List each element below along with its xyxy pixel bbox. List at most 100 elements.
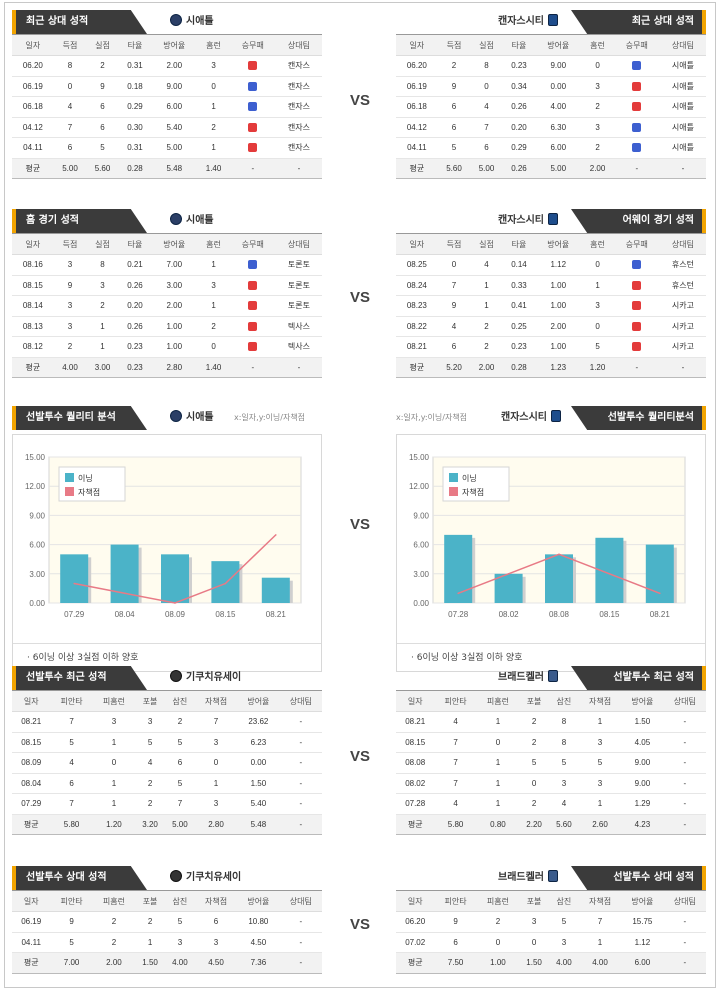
win-badge-icon: [248, 342, 258, 352]
result-cell: [229, 76, 276, 97]
table-cell: 8: [53, 55, 87, 77]
team-logo-icon: [170, 213, 182, 225]
bar-innings: [161, 554, 189, 603]
table-cell: 07.29: [12, 793, 51, 815]
average-cell: -: [229, 158, 276, 179]
table-row: 08.22 4 2 0.25 2.00 0 시카고: [396, 316, 706, 337]
legend-swatch-earned-runs: [449, 487, 458, 496]
table-row: 04.11 5 6 0.29 6.00 2 시애틀: [396, 137, 706, 159]
table-cell: 1: [476, 793, 520, 815]
average-cell: 2.20: [519, 814, 549, 835]
stats-table: 일자 피안타 피홈런 포볼 삼진 자책점 방어율 상대팀 08.21 4 1 2 8 1 1.50-08.1…: [396, 690, 706, 835]
team-logo-icon: [548, 14, 558, 26]
column-header: 자책점: [578, 890, 622, 912]
column-header: 자책점: [194, 890, 238, 912]
table-cell: 0.21: [118, 254, 152, 276]
column-header: 득점: [53, 34, 87, 56]
average-cell: 2.00: [470, 357, 503, 378]
legend-label-earned-runs: 자책점: [462, 487, 484, 497]
table-cell: 04.11: [12, 137, 54, 159]
table-cell: 4: [470, 96, 503, 118]
legend-swatch-innings: [449, 473, 458, 482]
team-label: 기쿠치유세이: [186, 872, 242, 883]
table-cell: 토론토: [275, 254, 322, 276]
table-cell: 8: [470, 55, 503, 77]
section-tab: 최근 상대 성적: [571, 10, 706, 34]
table-cell: 08.08: [396, 752, 435, 774]
table-cell: 1: [581, 275, 614, 296]
table-row: 06.20 9 2 3 5 7 15.75-: [396, 911, 706, 933]
table-cell: 2: [92, 932, 136, 953]
table-cell: 06.20: [396, 911, 435, 933]
section-tab: 선발투수 상대 성적: [12, 866, 147, 890]
table-cell: 3: [197, 55, 230, 77]
x-tick-label: 08.21: [650, 610, 671, 619]
team-logo-icon: [170, 410, 182, 422]
table-cell: 8: [548, 711, 579, 733]
column-header: 삼진: [548, 690, 579, 712]
table-cell: 3: [194, 732, 238, 753]
y-tick-label: 6.00: [413, 541, 429, 550]
table-cell: 9: [50, 911, 93, 933]
table-cell: 6: [86, 96, 119, 118]
table-cell: 7.00: [151, 254, 198, 276]
average-cell: -: [663, 814, 706, 835]
team-label: 캔자스시티: [498, 215, 544, 226]
table-cell: 6: [53, 137, 87, 159]
average-cell: 5.60: [86, 158, 119, 179]
average-cell: 1.50: [519, 952, 549, 974]
section-tab: 선발투수 최근 성적: [12, 666, 147, 690]
table-row: 08.16 3 8 0.21 7.00 1 토론토: [12, 254, 322, 276]
table-cell: 5: [548, 911, 579, 933]
y-tick-label: 12.00: [25, 482, 46, 491]
average-cell: 5.00: [53, 158, 87, 179]
average-cell: 6.00: [621, 952, 664, 974]
panel-header: 브래드켈러 선발투수 상대 성적: [396, 866, 706, 890]
table-cell: 0.31: [118, 55, 152, 77]
stats-table: 일자 피안타 피홈런 포볼 삼진 자책점 방어율 상대팀 06.20 9 2 3 5 7 15.75-07.…: [396, 890, 706, 974]
section-tab: 선발투수 최근 성적: [571, 666, 706, 690]
result-cell: [229, 316, 276, 337]
quality-chart: 15.00 12.00 9.00 6.00 3.00 0.00 07.28 08.02 08.0…: [409, 453, 686, 619]
table-cell: 9: [86, 76, 119, 97]
table-cell: 1: [197, 96, 230, 118]
table-cell: 2.00: [535, 316, 582, 337]
table-header-row: 일자 피안타 피홈런 포볼 삼진 자책점 방어율 상대팀: [12, 690, 322, 712]
team-label: 시애틀: [186, 215, 214, 226]
table-cell: 2.00: [151, 295, 198, 317]
panel-right: 캔자스시티 최근 상대 성적 일자 득점 실점 타율 방어율 홈런 승무패 상대팀 06.20 2…: [396, 10, 706, 179]
table-cell: 5: [437, 137, 471, 159]
column-header: 타율: [118, 233, 152, 255]
x-tick-label: 08.08: [549, 610, 570, 619]
table-cell: 0.20: [118, 295, 152, 317]
table-cell: 0.29: [502, 137, 536, 159]
table-cell: 0.25: [502, 316, 536, 337]
average-cell: -: [279, 814, 322, 835]
table-cell: 3: [164, 932, 195, 953]
table-cell: 08.12: [12, 336, 54, 358]
column-header: 상대팀: [663, 690, 706, 712]
table-cell: 6: [194, 911, 238, 933]
table-cell: -: [279, 773, 322, 794]
column-header: 피안타: [50, 690, 93, 712]
table-row: 04.12 7 6 0.30 5.40 2 캔자스: [12, 117, 322, 138]
average-cell: 0.23: [118, 357, 152, 378]
table-cell: -: [663, 732, 706, 753]
table-cell: 9.00: [151, 76, 198, 97]
x-tick-label: 08.21: [266, 610, 287, 619]
team-name: 브래드켈러: [498, 666, 558, 690]
table-row: 08.15 5 1 5 5 3 6.23-: [12, 732, 322, 753]
table-cell: 1: [92, 732, 136, 753]
line-point: [275, 534, 277, 536]
result-cell: [613, 316, 660, 337]
average-cell: 2.00: [92, 952, 136, 974]
table-cell: 6: [50, 773, 93, 794]
table-row: 08.24 7 1 0.33 1.00 1 휴스턴: [396, 275, 706, 296]
table-cell: 5.40: [237, 793, 280, 815]
column-header: 실점: [470, 34, 503, 56]
table-cell: 08.15: [12, 275, 54, 296]
result-cell: [613, 137, 660, 159]
table-cell: -: [663, 911, 706, 933]
table-cell: 1: [578, 932, 622, 953]
